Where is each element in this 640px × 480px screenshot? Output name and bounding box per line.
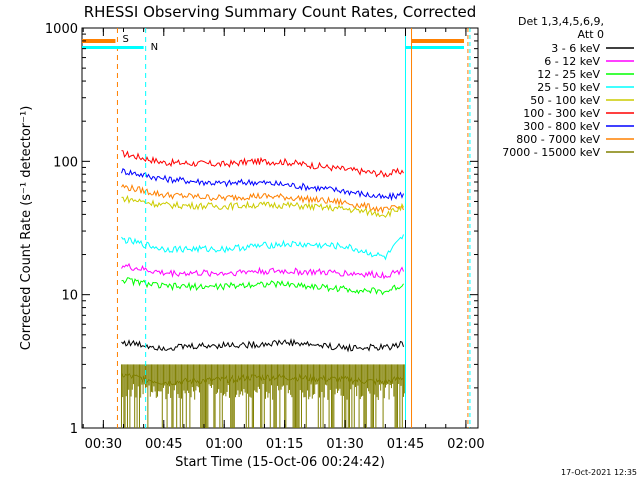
s-state-bar-left bbox=[82, 39, 116, 43]
legend-label: 25 - 50 keV bbox=[537, 81, 600, 94]
series-line-2 bbox=[121, 168, 404, 202]
footer-timestamp: 17-Oct-2021 12:35 bbox=[561, 468, 637, 477]
series-line-5 bbox=[121, 234, 404, 261]
x-tick-label: 01:15 bbox=[266, 437, 303, 452]
chart-title: RHESSI Observing Summary Count Rates, Co… bbox=[84, 3, 477, 21]
legend-label: 50 - 100 keV bbox=[530, 94, 600, 107]
legend-label: 800 - 7000 keV bbox=[516, 133, 600, 146]
legend-label: 6 - 12 keV bbox=[544, 55, 600, 68]
legend-header: Det 1,3,4,5,6,9, bbox=[518, 15, 604, 28]
annotation-label-N: N bbox=[151, 42, 158, 53]
y-tick-label: 10 bbox=[61, 289, 78, 304]
series-line-6 bbox=[121, 262, 404, 280]
annotation-label-S: S bbox=[122, 34, 128, 45]
legend-label: 7000 - 15000 keV bbox=[502, 146, 600, 159]
legend-header: Att 0 bbox=[578, 28, 604, 41]
olive-noise-band bbox=[120, 364, 406, 428]
series-line-1 bbox=[121, 150, 404, 178]
legend-label: 300 - 800 keV bbox=[523, 120, 600, 133]
y-axis-label: Corrected Count Rate (s⁻¹ detector⁻¹) bbox=[19, 106, 34, 351]
x-tick-label: 00:45 bbox=[145, 437, 182, 452]
x-tick-label: 00:30 bbox=[85, 437, 122, 452]
series-line-4 bbox=[121, 194, 404, 218]
series-line-8 bbox=[121, 338, 404, 353]
x-tick-label: 02:00 bbox=[447, 437, 484, 452]
series-line-7 bbox=[121, 277, 404, 296]
n-state-bar-left bbox=[82, 46, 144, 49]
s-state-bar-right bbox=[411, 39, 464, 43]
n-state-bar-right bbox=[405, 46, 464, 49]
y-tick-label: 1 bbox=[70, 422, 78, 437]
legend-label: 100 - 300 keV bbox=[523, 107, 600, 120]
x-tick-label: 01:30 bbox=[326, 437, 363, 452]
y-tick-label: 1000 bbox=[45, 22, 78, 37]
y-tick-label: 100 bbox=[53, 155, 78, 170]
x-tick-label: 01:45 bbox=[387, 437, 424, 452]
x-axis-label: Start Time (15-Oct-06 00:24:42) bbox=[175, 455, 385, 470]
series-line-3 bbox=[121, 183, 404, 215]
legend-label: 3 - 6 keV bbox=[551, 42, 600, 55]
legend-label: 12 - 25 keV bbox=[537, 68, 600, 81]
x-tick-label: 01:00 bbox=[205, 437, 242, 452]
